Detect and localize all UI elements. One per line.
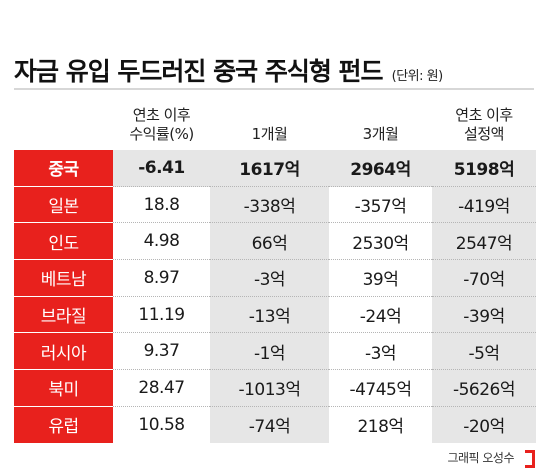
one-month-cell: -338억 [210, 186, 329, 224]
page-title: 자금 유입 두드러진 중국 주식형 펀드 [14, 57, 384, 86]
ytd-return-cell: 8.97 [113, 260, 210, 297]
header-line: 설정액 [464, 125, 504, 143]
header-line: 연초 이후 [455, 106, 513, 124]
ytd-return-cell: 18.8 [113, 187, 210, 224]
country-cell: 일본 [14, 186, 113, 224]
three-month-cell: -3억 [329, 333, 432, 371]
country-cell: 베트남 [14, 260, 113, 297]
table-header-row: 연초 이후 수익률(%) 1개월 3개월 연초 이후 설정액 [14, 97, 536, 150]
ytd-amount-cell: -419억 [432, 186, 536, 224]
table-row: 러시아 9.37 -1억 -3억 -5억 [14, 333, 536, 371]
one-month-cell: -1013억 [210, 370, 329, 407]
header-line: 3개월 [362, 125, 399, 143]
ytd-amount-cell: -5억 [432, 333, 536, 371]
fund-table: 연초 이후 수익률(%) 1개월 3개월 연초 이후 설정액 중국 -6.41 … [14, 97, 536, 443]
country-cell: 중국 [14, 150, 113, 187]
table-row: 일본 18.8 -338억 -357억 -419억 [14, 186, 536, 224]
table-row: 북미 28.47 -1013억 -4745억 -5626억 [14, 370, 536, 407]
header-line: 1개월 [251, 125, 288, 143]
ytd-return-cell: -6.41 [113, 150, 210, 187]
one-month-cell: -74억 [210, 406, 329, 443]
title-block: 자금 유입 두드러진 중국 주식형 펀드 (단위: 원) [14, 52, 443, 88]
country-cell: 러시아 [14, 333, 113, 371]
red-bracket-logo-icon [525, 450, 535, 468]
ytd-return-cell: 11.19 [113, 297, 210, 334]
ytd-amount-cell: -70억 [432, 260, 536, 297]
table-row: 브라질 11.19 -13억 -24억 -39억 [14, 296, 536, 334]
one-month-cell: -1억 [210, 333, 329, 371]
table-row: 베트남 8.97 -3억 39억 -70억 [14, 260, 536, 297]
ytd-return-cell: 4.98 [113, 223, 210, 261]
ytd-return-cell: 9.37 [113, 333, 210, 371]
header-country [14, 97, 113, 150]
table-row: 유럽 10.58 -74억 218억 -20억 [14, 406, 536, 443]
three-month-cell: -4745억 [329, 370, 432, 407]
header-line: 수익률(%) [129, 125, 194, 143]
country-cell: 인도 [14, 223, 113, 261]
ytd-amount-cell: -39억 [432, 296, 536, 334]
three-month-cell: 2964억 [329, 150, 432, 187]
header-1month: 1개월 [210, 97, 329, 150]
three-month-cell: 39억 [329, 260, 432, 297]
country-cell: 북미 [14, 370, 113, 407]
table-row: 인도 4.98 66억 2530억 2547억 [14, 223, 536, 261]
one-month-cell: -3억 [210, 260, 329, 297]
country-cell: 유럽 [14, 406, 113, 443]
three-month-cell: 218억 [357, 417, 404, 438]
ytd-return-cell: 10.58 [138, 414, 185, 435]
header-ytd-amount: 연초 이후 설정액 [432, 97, 536, 150]
one-month-cell: 66억 [210, 223, 329, 261]
one-month-cell: 1617억 [210, 150, 329, 187]
table-row: 중국 -6.41 1617억 2964억 5198억 [14, 150, 536, 187]
header-3month: 3개월 [329, 97, 432, 150]
ytd-amount-cell: 2547억 [432, 223, 536, 261]
ytd-amount-cell: -5626억 [432, 370, 536, 407]
ytd-return-cell: 28.47 [113, 370, 210, 407]
title-divider [14, 88, 534, 90]
header-line: 연초 이후 [132, 106, 191, 124]
one-month-cell: -13억 [210, 296, 329, 334]
three-month-cell: 2530억 [329, 223, 432, 261]
header-ytd-return: 연초 이후 수익률(%) [113, 97, 210, 150]
three-month-cell: -24억 [329, 297, 432, 334]
country-cell: 브라질 [14, 296, 113, 334]
graphic-credit: 그래픽 오성수 [447, 451, 514, 465]
unit-note: (단위: 원) [391, 69, 444, 84]
ytd-amount-cell: -20억 [432, 406, 536, 443]
ytd-amount-cell: 5198억 [432, 150, 536, 187]
three-month-cell: -357억 [329, 187, 432, 224]
